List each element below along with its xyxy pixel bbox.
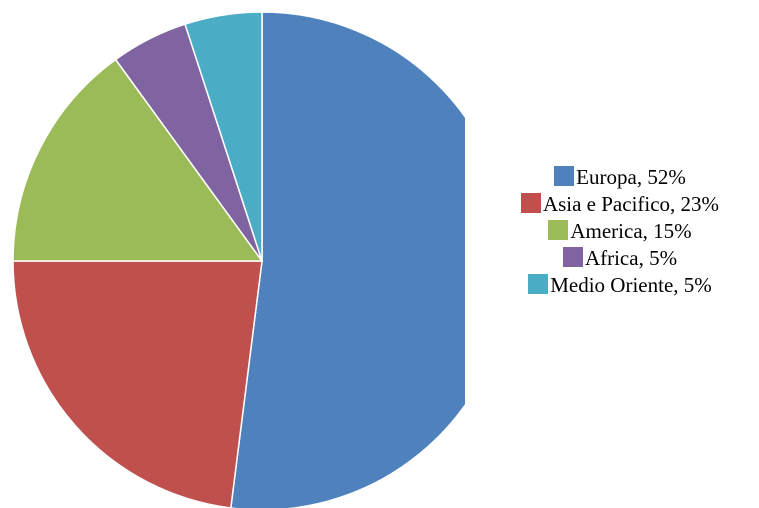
legend-label: Africa, 5% [584,246,678,270]
legend-item: Medio Oriente, 5% [520,272,720,299]
pie [12,11,465,508]
legend-swatch [562,247,583,267]
pie-slice [12,58,264,262]
legend-swatch [548,220,569,240]
pie-slice [184,11,263,262]
legend-swatch [528,274,549,294]
legend-label: Europa, 52% [576,165,686,189]
legend-item: Africa, 5% [520,245,720,272]
pie-slice [12,260,263,508]
pie-slice [230,11,465,508]
legend-label: America, 15% [570,219,692,243]
legend-item: Asia e Pacifico, 23% [520,191,720,218]
legend-label: Asia e Pacifico, 23% [542,192,720,216]
legend-swatch [520,193,541,213]
legend-item: America, 15% [520,218,720,245]
legend-label: Medio Oriente, 5% [550,273,712,297]
legend: Europa, 52% Asia e Pacifico, 23% America, … [520,164,720,299]
legend-swatch [554,166,575,186]
legend-item: Europa, 52% [520,164,720,191]
